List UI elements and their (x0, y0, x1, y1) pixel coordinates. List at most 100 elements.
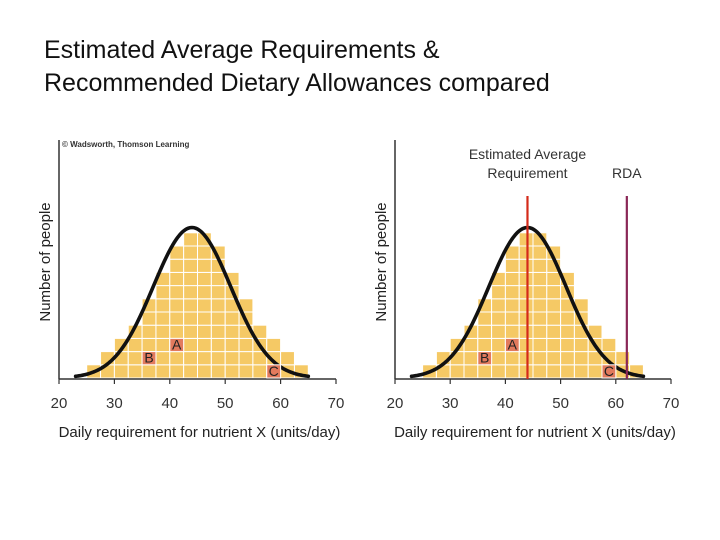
histogram-cell (477, 311, 493, 326)
histogram-cell (463, 337, 479, 353)
marker-label-c: C (604, 363, 614, 379)
histogram-cell (183, 311, 198, 326)
histogram-cell (155, 311, 171, 326)
chart-right: 20 30 40 50 60 70 Daily requirement for nutrie… (373, 140, 679, 441)
histogram-cell (532, 364, 548, 379)
histogram-cell (573, 337, 589, 353)
histogram-cell (183, 364, 198, 379)
histogram-cell (127, 364, 143, 379)
histogram-cell (491, 285, 506, 300)
histogram-cell (183, 285, 198, 300)
histogram-cell (197, 245, 212, 260)
histogram-cell (504, 364, 520, 379)
histogram-cell (491, 337, 506, 353)
histogram-cell (238, 337, 254, 353)
histogram-cell (266, 337, 282, 353)
histogram-cell (238, 351, 254, 366)
histogram-cell (518, 245, 534, 260)
histogram-cell (224, 311, 240, 326)
slide-title: Estimated Average Requirements & Recomme… (44, 34, 550, 100)
histogram-cell (252, 364, 268, 379)
histogram-cells (422, 232, 644, 379)
histogram-cell (210, 298, 226, 313)
x-tick-label: 60 (607, 395, 624, 412)
histogram-cell (504, 285, 520, 300)
x-tick-label: 20 (387, 395, 404, 412)
histogram-cell (532, 337, 548, 353)
histogram-cell (532, 258, 548, 273)
histogram-cell (183, 337, 198, 353)
histogram-cell (518, 324, 534, 339)
ear-label-line-1: Estimated Average (469, 146, 586, 162)
marker-label-b: B (144, 350, 153, 366)
x-tick-label: 20 (51, 395, 68, 412)
histogram-cell (491, 351, 506, 366)
histogram-cell (169, 364, 185, 379)
histogram-cell (463, 364, 479, 379)
histogram-cell (197, 258, 212, 273)
histogram-cell (546, 311, 562, 326)
histogram-cell (546, 337, 562, 353)
histogram-cell (183, 298, 198, 313)
histogram-cell (169, 298, 185, 313)
histogram-cell (518, 337, 534, 353)
marker-cell-c (266, 364, 282, 379)
chart-left: 20 30 40 50 60 70 Daily requirement for nutrie… (37, 140, 344, 441)
x-tick-label: 60 (272, 395, 289, 412)
histogram-cell (546, 324, 562, 339)
histogram-cell (532, 298, 548, 313)
histogram-cell (169, 271, 185, 287)
histogram-cell (504, 311, 520, 326)
histogram-cell (518, 351, 534, 366)
histogram-cell (560, 311, 575, 326)
histogram-cell (197, 324, 212, 339)
marker-label-b: B (480, 350, 489, 366)
histogram-cell (491, 311, 506, 326)
marker-cell-a (169, 337, 185, 353)
histogram-cell (183, 351, 198, 366)
y-axis-label: Number of people (373, 202, 390, 321)
histogram-cell (155, 298, 171, 313)
histogram-cell (518, 285, 534, 300)
histogram-cell (197, 311, 212, 326)
histogram-cell (183, 324, 198, 339)
marker-label-c: C (269, 363, 279, 379)
x-tick-label: 70 (663, 395, 680, 412)
histogram-cell (169, 258, 185, 273)
marker-cell-b (477, 351, 493, 366)
histogram-cell (197, 298, 212, 313)
histogram-cell (504, 351, 520, 366)
histogram-cell (183, 245, 198, 260)
histogram-cell (504, 298, 520, 313)
histogram-cell (169, 285, 185, 300)
histogram-cell (477, 324, 493, 339)
histogram-cell (238, 364, 254, 379)
histogram-cell (463, 351, 479, 366)
histogram-cell (210, 324, 226, 339)
marker-cell-b (141, 351, 157, 366)
histogram-cell (587, 364, 603, 379)
histogram-cell (532, 285, 548, 300)
copyright-note: © Wadsworth, Thomson Learning (62, 140, 189, 149)
histogram-cell (532, 271, 548, 287)
marker-cell-c (601, 364, 617, 379)
histogram-cell (127, 337, 143, 353)
marker-cell-a (504, 337, 520, 353)
x-tick-label: 40 (497, 395, 514, 412)
histogram-cell (127, 351, 143, 366)
histogram-cell (280, 351, 295, 366)
distribution-curve (73, 225, 311, 379)
histogram-cell (573, 351, 589, 366)
histogram-cell (183, 258, 198, 273)
histogram-cell (141, 324, 157, 339)
histogram-cell (141, 364, 157, 379)
histogram-cell (183, 271, 198, 287)
histogram-cell (518, 364, 534, 379)
histogram-cell (573, 364, 589, 379)
histogram-cell (197, 285, 212, 300)
histogram-cell (532, 324, 548, 339)
x-tick-label: 30 (106, 395, 123, 412)
histogram-cell (546, 271, 562, 287)
histogram-cell (155, 364, 171, 379)
